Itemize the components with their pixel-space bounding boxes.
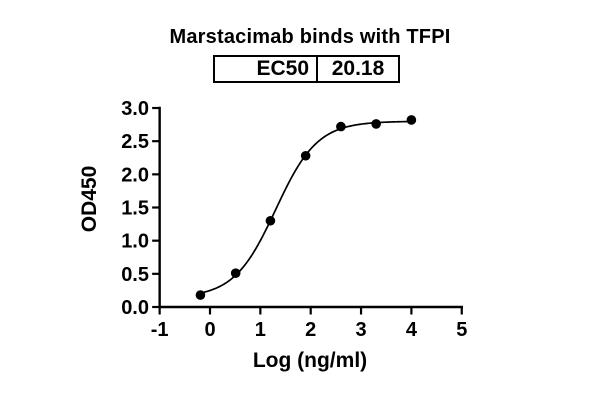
fit-curve (200, 120, 411, 294)
chart-title: Marstacimab binds with TFPI (169, 26, 451, 48)
series-group (195, 115, 417, 300)
y-axis-title: OD450 (78, 166, 101, 233)
x-tick-label: 0 (204, 319, 215, 341)
x-tick-label: 2 (305, 319, 316, 341)
axes-group: -1 0 1 2 3 4 5 0.0 0.5 1.0 1.5 2.0 2.5 3.0 (121, 98, 467, 341)
y-tick-label: 0.0 (121, 297, 149, 319)
data-point (300, 150, 311, 161)
x-tick-label: -1 (151, 319, 169, 341)
y-tick-label: 1.0 (121, 231, 149, 253)
ec50-table: EC50 20.18 (213, 55, 400, 83)
y-tick-label: 0.5 (121, 264, 149, 286)
data-point (265, 215, 276, 226)
x-tick-label: 5 (456, 319, 467, 341)
data-point (406, 115, 417, 125)
x-tick-label: 1 (255, 319, 266, 341)
data-point (371, 119, 381, 129)
data-point (195, 290, 206, 300)
y-tick-label: 1.5 (121, 198, 149, 220)
x-tick-label: 3 (355, 319, 366, 341)
y-tick-label: 2.0 (121, 164, 149, 186)
data-point (230, 268, 241, 278)
x-axis-title: Log (ng/ml) (253, 349, 367, 372)
y-tick-label: 3.0 (121, 98, 149, 120)
data-point (336, 121, 346, 132)
ec50-label: EC50 (215, 57, 318, 81)
ec50-value: 20.18 (331, 57, 385, 80)
y-tick-label: 2.5 (121, 131, 149, 153)
x-tick-label: 4 (406, 319, 418, 341)
